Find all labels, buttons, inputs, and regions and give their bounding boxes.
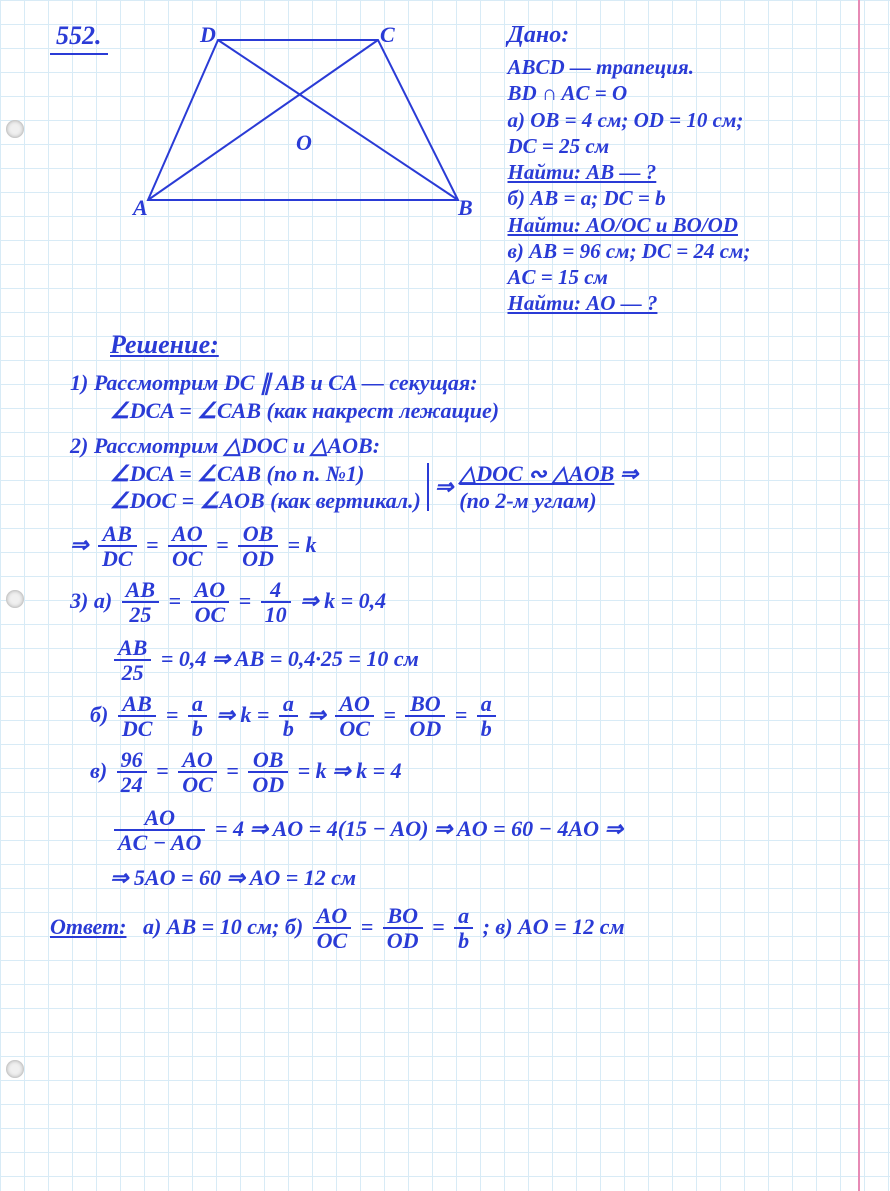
step-2-premise-1: ∠DCA = ∠CAB (по п. №1) bbox=[110, 461, 364, 486]
frac-den: 24 bbox=[117, 773, 147, 797]
vertex-A-label: A bbox=[131, 195, 148, 220]
frac-den: 25 bbox=[114, 661, 151, 685]
frac-num: a bbox=[279, 693, 298, 717]
step-3a: 3) а) AB25 = AOOC = 410 ⇒ k = 0,4 AB25 =… bbox=[70, 579, 850, 685]
vertex-C-label: C bbox=[380, 22, 395, 47]
frac-den: DC bbox=[118, 717, 157, 741]
step-1: 1) Рассмотрим DC ∥ AB и CA — секущая: ∠D… bbox=[70, 369, 850, 424]
frac-num: 4 bbox=[261, 579, 291, 603]
frac-num: AO bbox=[191, 579, 230, 603]
frac-den: OD bbox=[238, 547, 278, 571]
given-block: Дано: ABCD — трапеция. BD ∩ AC = O а) OB… bbox=[508, 20, 851, 317]
problem-number: 552. bbox=[50, 20, 108, 55]
given-line: BD ∩ AC = O bbox=[508, 80, 851, 106]
frac-num: AB bbox=[98, 523, 137, 547]
answer-a: а) AB = 10 см; bbox=[143, 914, 279, 939]
step-2-premise-2: ∠DOC = ∠AOB (как вертикал.) bbox=[110, 488, 421, 513]
point-O-label: O bbox=[296, 130, 312, 155]
frac-den: b bbox=[279, 717, 298, 741]
frac-den: OD bbox=[383, 929, 423, 953]
given-line: в) AB = 96 см; DC = 24 см; bbox=[508, 238, 851, 264]
step-3b: б) ABDC = ab ⇒ k = ab ⇒ AOOC = BOOD = ab bbox=[70, 693, 850, 741]
frac-den: OC bbox=[313, 929, 352, 953]
given-line: ABCD — трапеция. bbox=[508, 54, 851, 80]
step-3c: в) 9624 = AOOC = OBOD = k ⇒ k = 4 AOAC −… bbox=[70, 749, 850, 891]
ratio-chain-tail: = k bbox=[287, 532, 316, 557]
step-3a-k: k = 0,4 bbox=[324, 588, 386, 613]
frac-den: b bbox=[188, 717, 207, 741]
frac-num: AO bbox=[178, 749, 217, 773]
step-3b-mid: ⇒ k = bbox=[216, 702, 269, 727]
vertex-B-label: B bbox=[457, 195, 473, 220]
frac-num: BO bbox=[405, 693, 445, 717]
frac-den: 10 bbox=[261, 603, 291, 627]
step-3c-tail: = k ⇒ k = 4 bbox=[298, 758, 402, 783]
ratio-chain: ⇒ ABDC = AOOC = OBOD = k bbox=[70, 523, 850, 571]
step-3b-title: б) bbox=[90, 702, 108, 727]
trapezoid-figure: A B C D O bbox=[128, 20, 478, 220]
step-1-title: 1) Рассмотрим DC ∥ AB и CA — секущая: bbox=[70, 369, 850, 397]
frac-den: AC − AO bbox=[114, 831, 205, 855]
given-line: DC = 25 см bbox=[508, 133, 851, 159]
frac-num: AO bbox=[114, 807, 205, 831]
frac-den: OC bbox=[335, 717, 374, 741]
answer-c: ; в) AO = 12 см bbox=[483, 914, 625, 939]
frac-den: 25 bbox=[122, 603, 159, 627]
frac-num: a bbox=[188, 693, 207, 717]
step-3a-title: 3) а) bbox=[70, 588, 112, 613]
frac-den: b bbox=[454, 929, 473, 953]
frac-num: 96 bbox=[117, 749, 147, 773]
step-3c-title: в) bbox=[90, 758, 107, 783]
frac-num: OB bbox=[238, 523, 278, 547]
frac-num: AB bbox=[122, 579, 159, 603]
vertex-D-label: D bbox=[199, 22, 216, 47]
step-2-conclusion: △DOC ∾ △AOB bbox=[459, 461, 614, 486]
given-header: Дано: bbox=[508, 20, 851, 50]
step-2-title: 2) Рассмотрим △DOC и △AOB: bbox=[70, 432, 850, 460]
frac-den: OD bbox=[405, 717, 445, 741]
answer-b-lead: б) bbox=[285, 914, 303, 939]
given-line: AC = 15 см bbox=[508, 264, 851, 290]
frac-num: AB bbox=[114, 637, 151, 661]
frac-den: b bbox=[477, 717, 496, 741]
answer-block: Ответ: а) AB = 10 см; б) AOOC = BOOD = a… bbox=[50, 905, 850, 953]
step-2-conclusion-2: (по 2-м углам) bbox=[459, 488, 596, 513]
frac-num: a bbox=[454, 905, 473, 929]
arrow: ⇒ bbox=[307, 702, 325, 727]
step-3a-line2: = 0,4 ⇒ AB = 0,4·25 = 10 см bbox=[161, 646, 419, 671]
step-1-line: ∠DCA = ∠CAB (как накрест лежащие) bbox=[110, 397, 850, 425]
frac-den: OC bbox=[191, 603, 230, 627]
frac-num: BO bbox=[383, 905, 423, 929]
frac-den: OD bbox=[248, 773, 288, 797]
frac-num: a bbox=[477, 693, 496, 717]
answer-label: Ответ: bbox=[50, 914, 126, 939]
frac-num: AO bbox=[335, 693, 374, 717]
given-line: Найти: AO/OC и BO/OD bbox=[508, 212, 851, 238]
brace-line bbox=[427, 463, 429, 511]
frac-den: DC bbox=[98, 547, 137, 571]
step-2: 2) Рассмотрим △DOC и △AOB: ∠DCA = ∠CAB (… bbox=[70, 432, 850, 515]
step-3c-line2: = 4 ⇒ AO = 4(15 − AO) ⇒ AO = 60 − 4AO ⇒ bbox=[215, 817, 623, 842]
given-line: б) AB = a; DC = b bbox=[508, 185, 851, 211]
implication-arrow: ⇒ bbox=[70, 532, 88, 557]
frac-num: AO bbox=[168, 523, 207, 547]
given-line: а) OB = 4 см; OD = 10 см; bbox=[508, 107, 851, 133]
frac-num: AO bbox=[313, 905, 352, 929]
frac-num: OB bbox=[248, 749, 288, 773]
frac-den: OC bbox=[168, 547, 207, 571]
given-line: Найти: AO — ? bbox=[508, 290, 851, 316]
solution-header: Решение: bbox=[110, 329, 850, 362]
frac-den: OC bbox=[178, 773, 217, 797]
given-line: Найти: AB — ? bbox=[508, 159, 851, 185]
page-content: 552. A B C D O Дано: bbox=[0, 0, 890, 1191]
step-3c-line3: ⇒ 5AO = 60 ⇒ AO = 12 см bbox=[110, 864, 850, 892]
frac-num: AB bbox=[118, 693, 157, 717]
